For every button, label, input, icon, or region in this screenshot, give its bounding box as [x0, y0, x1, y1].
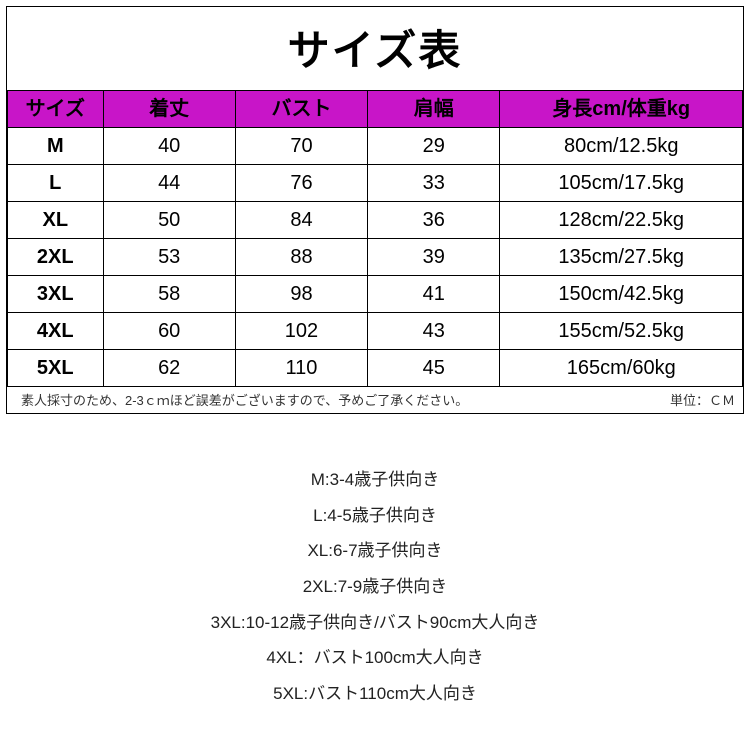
table-row: XL 50 84 36 128cm/22.5kg	[8, 202, 743, 239]
rec-line: 3XL:10-12歳子供向き/バスト90cm大人向き	[0, 605, 750, 641]
cell-length: 53	[103, 239, 235, 276]
cell-length: 58	[103, 276, 235, 313]
chart-footer: 素人採寸のため、2-3ｃｍほど誤差がございますので、予めご了承ください。 単位：…	[7, 387, 743, 413]
cell-size: 4XL	[8, 313, 104, 350]
cell-shoulder: 36	[368, 202, 500, 239]
cell-length: 40	[103, 128, 235, 165]
cell-bust: 88	[235, 239, 367, 276]
cell-bust: 102	[235, 313, 367, 350]
chart-title: サイズ表	[7, 7, 743, 90]
cell-hw: 105cm/17.5kg	[500, 165, 743, 202]
cell-bust: 110	[235, 350, 367, 387]
col-header-bust: バスト	[235, 91, 367, 128]
cell-length: 50	[103, 202, 235, 239]
cell-hw: 128cm/22.5kg	[500, 202, 743, 239]
size-chart-card: サイズ表 サイズ 着丈 バスト 肩幅 身長cm/体重kg M 40 70 29 …	[6, 6, 744, 414]
cell-hw: 155cm/52.5kg	[500, 313, 743, 350]
table-row: 4XL 60 102 43 155cm/52.5kg	[8, 313, 743, 350]
cell-hw: 80cm/12.5kg	[500, 128, 743, 165]
cell-bust: 84	[235, 202, 367, 239]
cell-length: 44	[103, 165, 235, 202]
cell-bust: 76	[235, 165, 367, 202]
cell-hw: 150cm/42.5kg	[500, 276, 743, 313]
cell-size: 3XL	[8, 276, 104, 313]
cell-hw: 165cm/60kg	[500, 350, 743, 387]
table-header-row: サイズ 着丈 バスト 肩幅 身長cm/体重kg	[8, 91, 743, 128]
cell-size: 5XL	[8, 350, 104, 387]
cell-shoulder: 45	[368, 350, 500, 387]
cell-shoulder: 39	[368, 239, 500, 276]
cell-hw: 135cm/27.5kg	[500, 239, 743, 276]
cell-bust: 70	[235, 128, 367, 165]
cell-length: 60	[103, 313, 235, 350]
col-header-shoulder: 肩幅	[368, 91, 500, 128]
cell-size: M	[8, 128, 104, 165]
rec-line: L:4-5歳子供向き	[0, 498, 750, 534]
cell-size: XL	[8, 202, 104, 239]
col-header-size: サイズ	[8, 91, 104, 128]
cell-size: 2XL	[8, 239, 104, 276]
size-table-body: M 40 70 29 80cm/12.5kg L 44 76 33 105cm/…	[8, 128, 743, 387]
rec-line: 2XL:7-9歳子供向き	[0, 569, 750, 605]
cell-shoulder: 41	[368, 276, 500, 313]
rec-line: M:3-4歳子供向き	[0, 462, 750, 498]
table-row: 2XL 53 88 39 135cm/27.5kg	[8, 239, 743, 276]
table-row: 3XL 58 98 41 150cm/42.5kg	[8, 276, 743, 313]
rec-line: XL:6-7歳子供向き	[0, 533, 750, 569]
cell-size: L	[8, 165, 104, 202]
size-recommendations: M:3-4歳子供向き L:4-5歳子供向き XL:6-7歳子供向き 2XL:7-…	[0, 462, 750, 712]
cell-shoulder: 33	[368, 165, 500, 202]
size-table: サイズ 着丈 バスト 肩幅 身長cm/体重kg M 40 70 29 80cm/…	[7, 90, 743, 387]
rec-line: 5XL:バスト110cm大人向き	[0, 676, 750, 712]
rec-line: 4XL：バスト100cm大人向き	[0, 640, 750, 676]
table-row: 5XL 62 110 45 165cm/60kg	[8, 350, 743, 387]
footnote-disclaimer: 素人採寸のため、2-3ｃｍほど誤差がございますので、予めご了承ください。	[21, 390, 468, 409]
cell-shoulder: 43	[368, 313, 500, 350]
cell-shoulder: 29	[368, 128, 500, 165]
col-header-height-weight: 身長cm/体重kg	[500, 91, 743, 128]
footnote-unit: 単位：ＣＭ	[670, 390, 735, 409]
table-row: L 44 76 33 105cm/17.5kg	[8, 165, 743, 202]
col-header-length: 着丈	[103, 91, 235, 128]
table-row: M 40 70 29 80cm/12.5kg	[8, 128, 743, 165]
cell-length: 62	[103, 350, 235, 387]
cell-bust: 98	[235, 276, 367, 313]
